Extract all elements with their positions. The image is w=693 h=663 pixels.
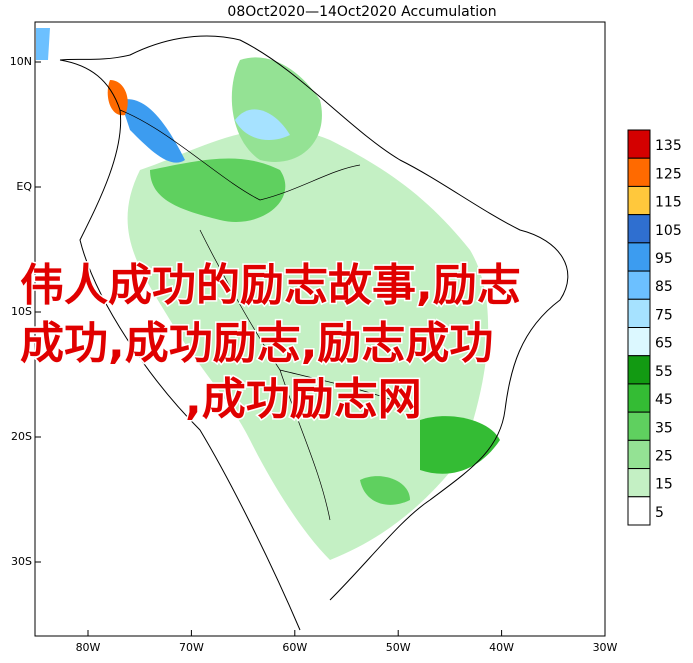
legend: 135 125 115 105 95 85 75 65 55 45 35 25 15 5	[627, 129, 682, 526]
rain-area	[120, 99, 185, 163]
coastline	[59, 35, 569, 631]
legend-label: 25	[655, 448, 673, 464]
lat-label: 10N	[10, 55, 32, 68]
legend-label: 15	[655, 477, 673, 493]
legend-swatch	[627, 157, 651, 187]
lat-labels: 10N EQ 10S 20S 30S	[10, 55, 41, 568]
lon-label: 30W	[593, 641, 618, 654]
border	[119, 109, 421, 521]
legend-label: 135	[655, 138, 682, 154]
lon-label: 40W	[489, 641, 514, 654]
map-frame	[34, 21, 606, 637]
legend-swatch	[627, 185, 651, 216]
legend-swatch	[627, 327, 651, 357]
rain-area	[360, 476, 410, 505]
lon-labels: 80W 70W 60W 50W 40W 30W	[76, 630, 618, 654]
map-title: 08Oct2020—14Oct2020 Accumulation	[227, 4, 496, 20]
legend-label: 55	[655, 364, 673, 380]
lon-label: 80W	[76, 641, 101, 654]
legend-swatch	[627, 270, 651, 300]
overlay-text: 伟人成功的励志故事,励志成功,成功励志,励志成功,成功励志网	[19, 259, 523, 427]
legend-swatch	[627, 242, 651, 272]
legend-swatch	[627, 383, 651, 413]
legend-swatch	[627, 439, 651, 470]
legend-swatch	[627, 298, 651, 328]
overlay-line: ,成功励志网	[185, 374, 422, 425]
legend-swatch	[627, 468, 651, 498]
rain-area	[127, 129, 489, 560]
legend-label: 105	[655, 223, 682, 239]
legend-swatch	[627, 214, 651, 244]
lon-label: 70W	[179, 641, 204, 654]
lon-label: 60W	[282, 641, 307, 654]
legend-label: 85	[655, 279, 673, 295]
lat-label: EQ	[16, 180, 32, 193]
legend-label: 5	[655, 505, 664, 521]
lat-label: 10S	[11, 305, 32, 318]
lon-label: 50W	[386, 641, 411, 654]
overlay-line: 成功,成功励志,励志成功	[20, 318, 493, 369]
map-area	[34, 21, 606, 637]
legend-label: 75	[655, 307, 673, 323]
lat-label: 20S	[11, 430, 32, 443]
rain-area	[150, 158, 286, 222]
legend-swatch	[627, 355, 651, 385]
rain-area	[235, 109, 290, 140]
rain-area	[36, 28, 50, 60]
legend-swatch	[627, 129, 651, 159]
legend-label: 35	[655, 420, 673, 436]
rain-area	[107, 80, 128, 116]
legend-swatch	[627, 411, 651, 441]
legend-label: 115	[655, 195, 682, 211]
overlay-line: 伟人成功的励志故事,励志	[20, 260, 521, 311]
legend-swatch	[627, 496, 651, 526]
legend-label: 45	[655, 392, 673, 408]
legend-label: 125	[655, 166, 682, 182]
lat-label: 30S	[11, 555, 32, 568]
legend-label: 65	[655, 336, 673, 352]
legend-label: 95	[655, 251, 673, 267]
